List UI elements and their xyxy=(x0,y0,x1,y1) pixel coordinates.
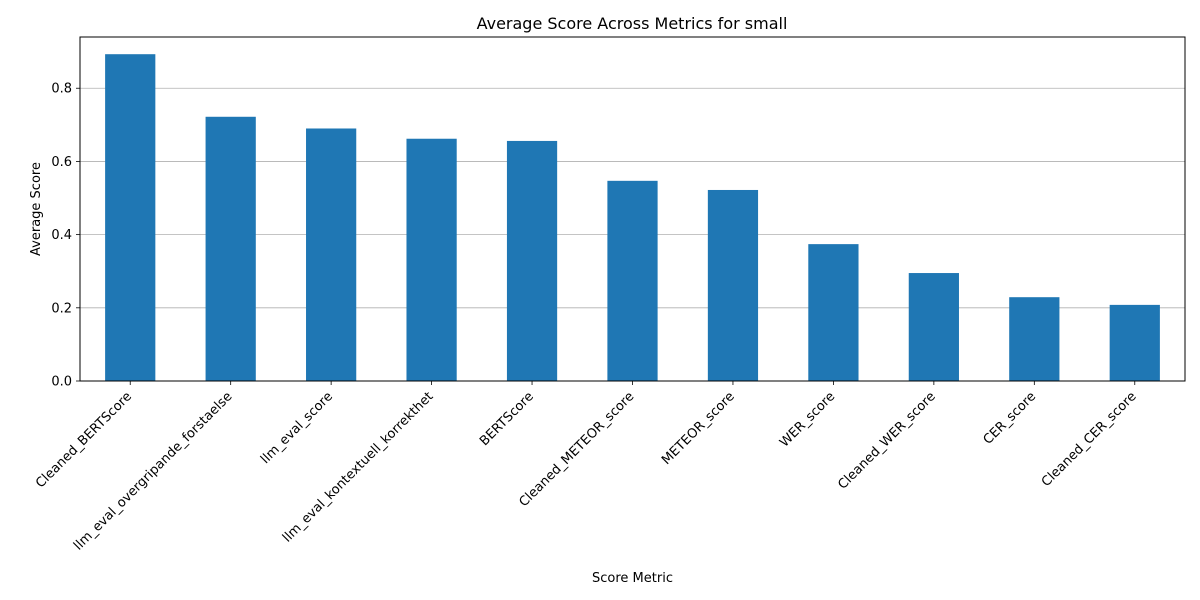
y-tick-label: 0.4 xyxy=(51,228,72,243)
bar xyxy=(1009,297,1060,381)
x-tick-label: llm_eval_score xyxy=(258,389,336,467)
bar xyxy=(406,138,457,381)
x-tick-label: Cleaned_WER_score xyxy=(835,389,938,492)
x-tick-label: Cleaned_BERTScore xyxy=(33,389,135,491)
y-tick-label: 0.2 xyxy=(51,301,72,316)
y-tick-label: 0.0 xyxy=(51,375,72,390)
bar xyxy=(1109,304,1160,381)
x-axis-label: Score Metric xyxy=(592,571,673,586)
x-tick-label: METEOR_score xyxy=(659,389,738,468)
bar xyxy=(105,54,156,381)
bar xyxy=(808,244,859,381)
x-tick-label: BERTScore xyxy=(477,389,537,449)
x-tick-label: Cleaned_CER_score xyxy=(1039,389,1140,490)
bar xyxy=(607,180,658,381)
y-tick-label: 0.8 xyxy=(51,82,72,97)
y-tick-label: 0.6 xyxy=(51,155,72,170)
x-tick-label: CER_score xyxy=(981,389,1040,448)
bar xyxy=(506,140,558,381)
y-axis-label: Average Score xyxy=(29,162,44,256)
bars xyxy=(105,54,1160,382)
bar xyxy=(306,128,357,381)
bar xyxy=(908,273,959,381)
x-axis-ticks: Cleaned_BERTScorellm_eval_overgripande_f… xyxy=(33,381,1140,554)
chart-title: Average Score Across Metrics for small xyxy=(477,14,788,33)
x-tick-label: WER_score xyxy=(777,389,838,450)
x-tick-label: Cleaned_METEOR_score xyxy=(516,389,637,510)
bar xyxy=(205,116,256,382)
x-tick-label: llm_eval_overgripande_forstaelse xyxy=(71,389,235,553)
bar xyxy=(707,189,759,381)
y-axis-ticks: 0.0 0.2 0.4 0.6 0.8 xyxy=(51,82,80,390)
